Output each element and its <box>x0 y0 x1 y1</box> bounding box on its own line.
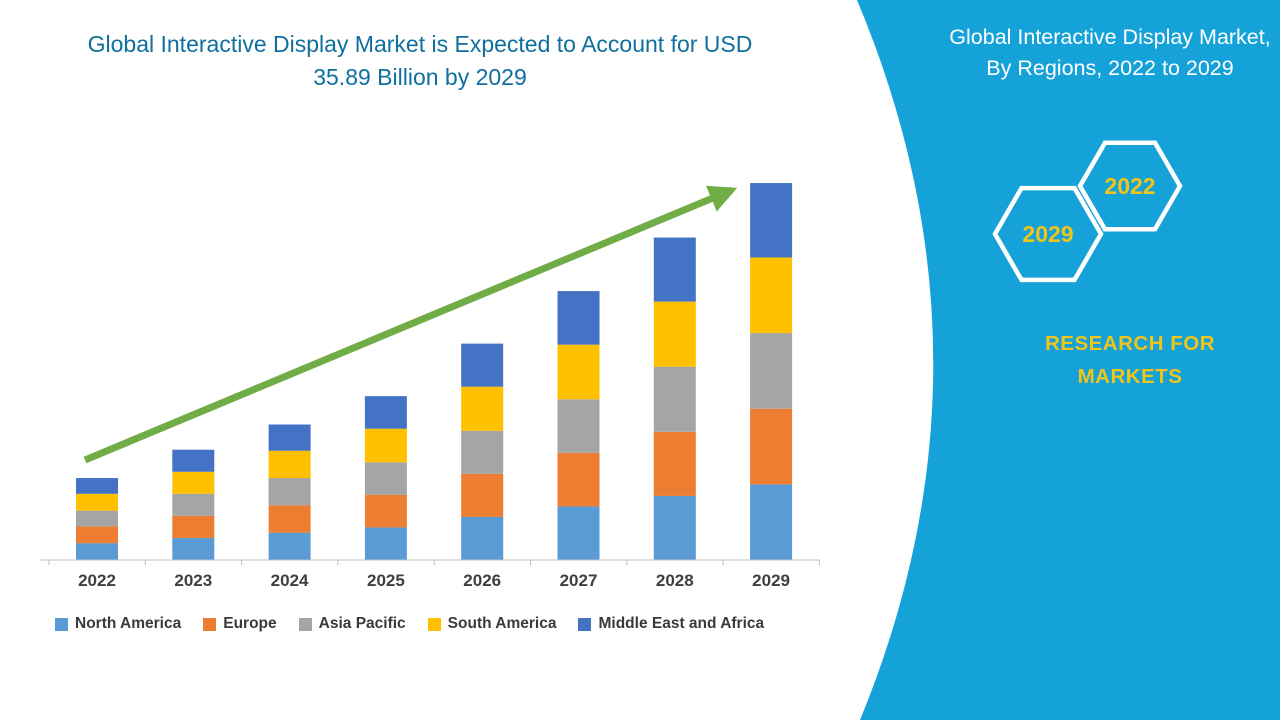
legend-swatch <box>203 617 217 631</box>
bar-segment <box>268 478 311 506</box>
bar-segment <box>76 478 118 494</box>
legend-label: Middle East and Africa <box>598 615 765 632</box>
hexagon-2022 <box>1077 140 1183 232</box>
x-axis-label: 2023 <box>174 571 212 590</box>
bar-segment <box>364 428 407 463</box>
x-axis-label: 2025 <box>367 571 405 590</box>
bar-segment <box>364 396 407 429</box>
x-axis-label: 2028 <box>656 571 694 590</box>
legend-swatch <box>55 617 68 631</box>
bar-segment <box>557 399 600 453</box>
bar-segment <box>364 494 407 528</box>
bar-segment <box>268 450 311 479</box>
bar-segment <box>172 515 215 538</box>
bar-segment <box>653 366 696 432</box>
x-axis-label: 2026 <box>463 571 501 590</box>
hexagon-badges: 2029 2022 <box>992 140 1183 283</box>
stacked-bar-chart: 2022 2023 2024 2025 2026 2027 2028 2029 <box>40 183 820 590</box>
trend-arrow <box>83 185 738 464</box>
bar-segment <box>76 526 118 544</box>
bar-segment <box>364 462 407 495</box>
bar-segment <box>461 430 504 474</box>
hexagon-2029 <box>992 185 1104 283</box>
bar-segment <box>461 516 504 560</box>
bar-segment <box>172 471 215 494</box>
bar-segment <box>76 543 118 560</box>
brand-name: RESEARCH FOR MARKETS <box>1044 332 1215 388</box>
legend-swatch <box>298 617 312 631</box>
legend-label: Asia Pacific <box>318 615 406 632</box>
legend-label: Europe <box>223 615 277 632</box>
legend-item: North America <box>55 615 181 633</box>
legend-label: North America <box>75 615 182 632</box>
bar-segment <box>364 527 407 560</box>
bar-segment <box>750 257 793 334</box>
legend-swatch <box>578 617 592 631</box>
bar-segment <box>750 183 793 258</box>
bar-segment <box>653 237 696 302</box>
bar-segment <box>750 333 793 409</box>
legend-item: Middle East and Africa <box>578 615 764 633</box>
bar-segment <box>268 505 311 533</box>
bar-segment <box>557 291 600 345</box>
bar-segment <box>653 301 696 367</box>
legend-item: Asia Pacific <box>298 615 406 633</box>
x-axis-labels: 2022 2023 2024 2025 2026 2027 2028 2029 <box>78 571 790 590</box>
bar-segment <box>268 532 311 560</box>
x-axis-label: 2029 <box>752 571 790 590</box>
bar-segment <box>557 506 600 560</box>
bar-segment <box>557 344 600 400</box>
bar-segment <box>172 537 215 560</box>
hexagon-2029-label: 2029 <box>1022 221 1073 247</box>
bar-segment <box>76 493 118 511</box>
bar-series-group <box>76 183 793 560</box>
x-axis-label: 2024 <box>271 571 309 590</box>
bar-segment <box>653 495 696 560</box>
legend-label: South America <box>447 615 557 632</box>
chart-legend: North America Europe Asia Pacific South Ame… <box>55 615 764 633</box>
x-axis-label: 2022 <box>78 571 116 590</box>
hexagon-2022-label: 2022 <box>1104 173 1155 199</box>
bar-segment <box>750 484 793 560</box>
bar-segment <box>653 431 696 496</box>
bar-segment <box>750 408 793 485</box>
legend-item: Europe <box>203 615 277 633</box>
bar-segment <box>172 493 215 516</box>
legend-item: South America <box>427 615 557 633</box>
x-axis-label: 2027 <box>560 571 598 590</box>
x-axis <box>40 559 820 565</box>
chart-title: Global Interactive Display Market is Exp… <box>87 31 753 90</box>
panel-title: Global Interactive Display Market, By Re… <box>949 25 1271 81</box>
bar-segment <box>268 424 311 451</box>
bar-segment <box>461 473 504 517</box>
legend-swatch <box>427 617 441 631</box>
bar-segment <box>76 510 118 527</box>
bar-segment <box>172 449 215 472</box>
bar-segment <box>461 343 504 387</box>
bar-segment <box>461 386 504 431</box>
bar-segment <box>557 452 600 507</box>
